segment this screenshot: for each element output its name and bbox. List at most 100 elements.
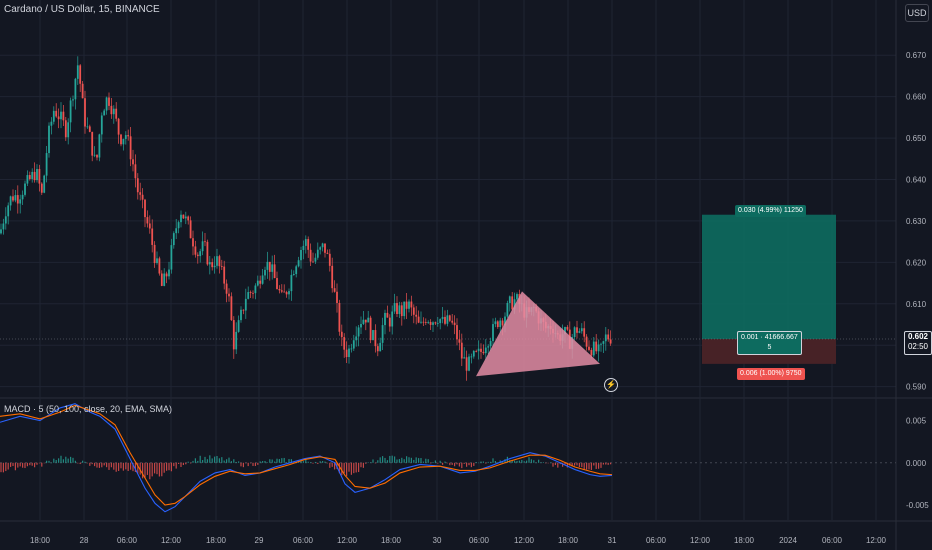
macd-histogram-bar xyxy=(350,462,352,475)
macd-histogram-bar xyxy=(406,456,408,463)
candle-body xyxy=(273,264,276,279)
time-tick-label: 12:00 xyxy=(514,536,535,545)
candle-body xyxy=(388,317,391,327)
candle-body xyxy=(278,288,281,291)
macd-histogram-bar xyxy=(86,462,88,464)
macd-histogram-bar xyxy=(185,462,187,465)
macd-histogram-bar xyxy=(149,462,151,480)
macd-histogram-bar xyxy=(468,462,470,466)
candle-body xyxy=(136,178,139,193)
macd-line xyxy=(0,403,613,513)
time-tick-label: 06:00 xyxy=(822,536,843,545)
candle-body xyxy=(592,341,595,356)
candle-body xyxy=(148,223,151,229)
candle-body xyxy=(151,228,154,245)
target-label: 0.030 (4.99%) 11250 xyxy=(735,205,806,217)
current-price-value: 0.602 xyxy=(907,332,929,341)
candle-body xyxy=(230,296,233,321)
macd-histogram-bar xyxy=(418,458,420,463)
candle-body xyxy=(417,316,420,323)
macd-histogram-bar xyxy=(588,462,590,470)
macd-histogram-bar xyxy=(242,462,244,468)
symbol-title[interactable]: Cardano / US Dollar, 15, BINANCE xyxy=(4,4,160,15)
candle-body xyxy=(266,261,269,270)
candle-body xyxy=(340,331,343,338)
candle-body xyxy=(182,214,185,219)
macd-histogram-bar xyxy=(355,462,357,473)
macd-histogram-bar xyxy=(341,462,343,476)
macd-histogram-bar xyxy=(391,455,393,463)
candle-body xyxy=(345,349,348,358)
candle-body xyxy=(144,199,146,218)
macd-histogram-bar xyxy=(300,461,302,463)
macd-histogram-bar xyxy=(473,462,475,466)
macd-histogram-bar xyxy=(415,457,417,463)
macd-histogram-bar xyxy=(394,456,396,463)
macd-histogram-bar xyxy=(216,456,218,463)
candle-body xyxy=(492,324,494,342)
candle-body xyxy=(220,266,223,267)
candle-body xyxy=(451,320,454,323)
candle-body xyxy=(381,325,384,343)
macd-histogram-bar xyxy=(60,455,62,463)
candle-body xyxy=(480,348,482,352)
macd-histogram-bar xyxy=(516,460,518,463)
candle-body xyxy=(446,315,449,324)
candle-body xyxy=(384,312,386,326)
candle-body xyxy=(427,321,430,323)
candle-body xyxy=(103,110,106,116)
candle-body xyxy=(328,253,331,266)
macd-histogram-bar xyxy=(456,462,458,465)
macd-histogram-bar xyxy=(389,455,391,463)
macd-histogram-bar xyxy=(514,460,516,463)
macd-histogram-bar xyxy=(192,460,194,463)
candle-body xyxy=(403,301,406,317)
macd-histogram-bar xyxy=(449,462,451,466)
macd-histogram-bar xyxy=(413,459,415,463)
price-tick-label: 0.660 xyxy=(906,93,927,102)
candle-body xyxy=(307,239,310,250)
candle-body xyxy=(573,327,576,338)
lightning-alert-icon[interactable]: ⚡ xyxy=(604,378,618,392)
macd-indicator-label[interactable]: MACD · 5 (50, 100, close, 20, EMA, SMA) xyxy=(4,404,173,414)
candle-body xyxy=(62,111,65,121)
candle-body xyxy=(290,274,293,292)
current-price-tag: 0.602 02:50 xyxy=(904,331,932,355)
macd-histogram-bar xyxy=(571,462,573,467)
candle-body xyxy=(0,229,2,234)
candle-body xyxy=(50,121,53,126)
macd-histogram-bar xyxy=(70,456,72,463)
candle-body xyxy=(516,294,518,300)
signal-line xyxy=(0,404,613,506)
macd-histogram-bar xyxy=(158,462,160,477)
macd-histogram-bar xyxy=(127,462,129,471)
candle-body xyxy=(14,195,17,201)
macd-histogram-bar xyxy=(26,462,28,467)
candle-body xyxy=(499,320,502,328)
candle-body xyxy=(228,293,230,297)
candle-body xyxy=(463,357,466,359)
macd-histogram-bar xyxy=(367,462,369,463)
candle-body xyxy=(9,196,12,206)
macd-histogram-bar xyxy=(206,459,208,463)
macd-histogram-bar xyxy=(106,462,108,468)
candle-body xyxy=(24,183,26,195)
macd-histogram-bar xyxy=(96,462,98,468)
candle-body xyxy=(602,341,605,344)
candle-body xyxy=(470,356,473,358)
currency-button[interactable]: USD xyxy=(905,4,929,22)
time-tick-label: 18:00 xyxy=(206,536,227,545)
macd-histogram-bar xyxy=(554,462,556,466)
candle-body xyxy=(585,336,588,347)
candle-body xyxy=(52,110,55,122)
macd-histogram-bar xyxy=(197,460,199,463)
macd-histogram-bar xyxy=(439,460,441,463)
candle-body xyxy=(324,243,326,253)
candle-body xyxy=(357,327,360,337)
macd-histogram-bar xyxy=(590,462,592,470)
macd-histogram-bar xyxy=(182,462,184,466)
macd-histogram-bar xyxy=(382,456,384,463)
candle-body xyxy=(96,154,98,158)
macd-histogram-bar xyxy=(230,461,232,463)
